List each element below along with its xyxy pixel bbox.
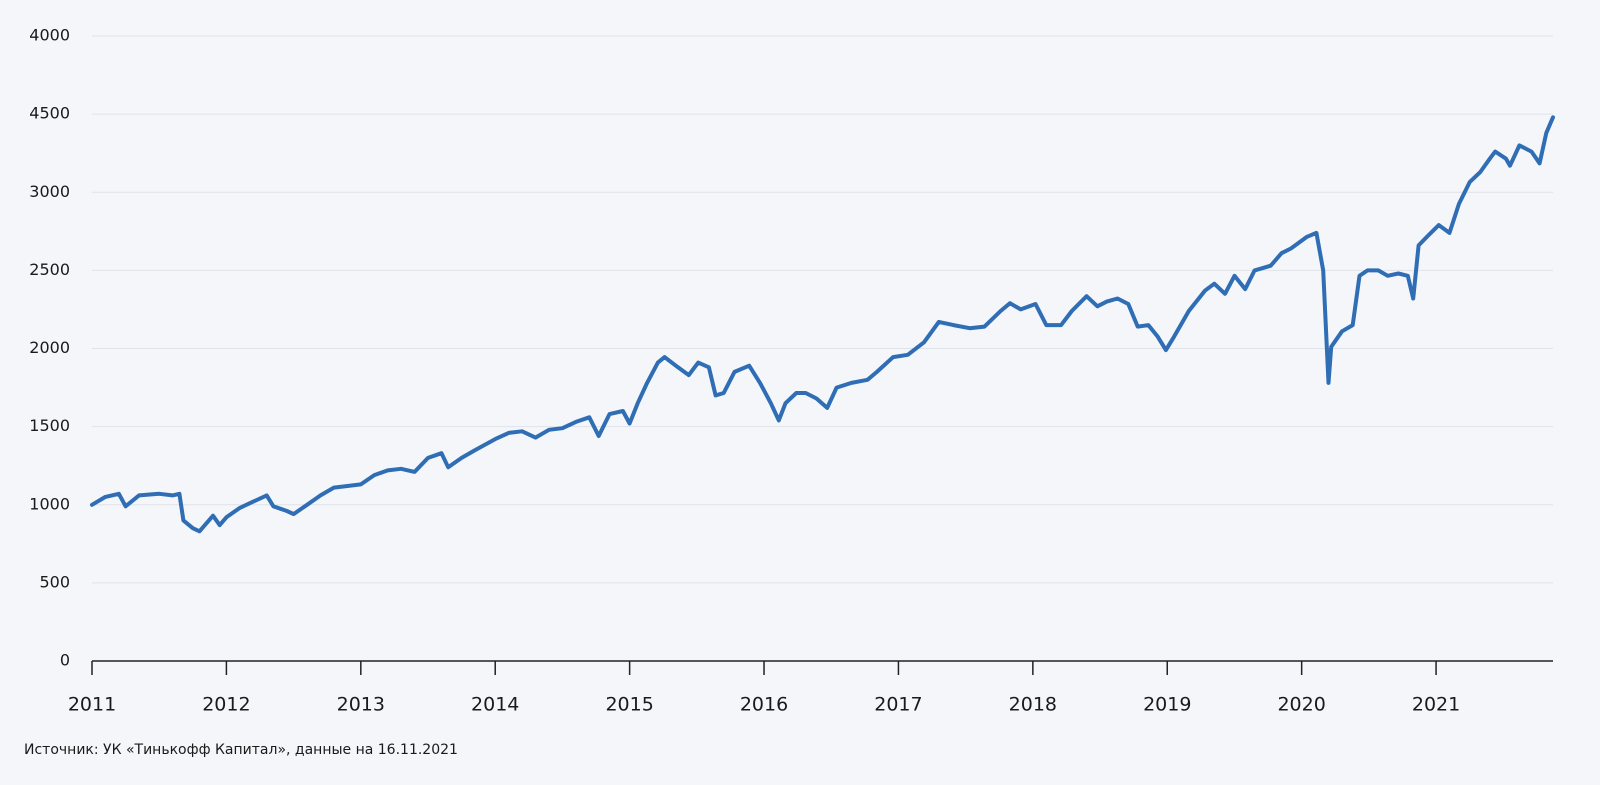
- y-tick-label: 0: [60, 651, 70, 670]
- x-tick-label: 2014: [471, 694, 519, 716]
- y-tick-label: 2500: [29, 260, 70, 279]
- x-tick-label: 2011: [68, 694, 116, 716]
- y-tick-label: 2000: [29, 338, 70, 357]
- y-tick-label: 1000: [29, 494, 70, 513]
- x-tick-label: 2012: [202, 694, 250, 716]
- x-tick-label: 2013: [337, 694, 385, 716]
- y-tick-label: 4500: [29, 104, 70, 123]
- x-tick-label: 2021: [1412, 694, 1460, 716]
- y-tick-label: 500: [39, 572, 70, 591]
- x-tick-label: 2018: [1009, 694, 1057, 716]
- y-tick-label: 3000: [29, 182, 70, 201]
- x-tick-label: 2020: [1277, 694, 1325, 716]
- x-tick-label: 2019: [1143, 694, 1191, 716]
- x-tick-label: 2016: [740, 694, 788, 716]
- y-tick-label: 4000: [29, 26, 70, 45]
- source-note: Источник: УК «Тинькофф Капитал», данные …: [24, 742, 458, 758]
- data-line: [90, 115, 1555, 534]
- y-tick-label: 1500: [29, 416, 70, 435]
- x-tick-label: 2017: [874, 694, 922, 716]
- x-tick-label: 2015: [605, 694, 653, 716]
